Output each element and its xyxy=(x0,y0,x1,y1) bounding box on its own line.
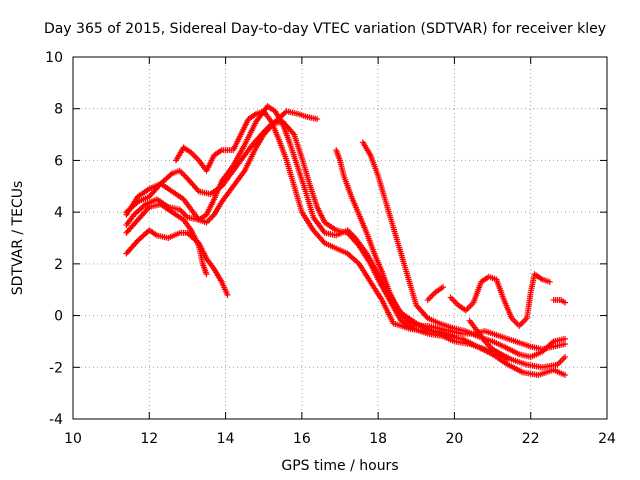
y-tick-label: -2 xyxy=(49,360,63,376)
x-tick-labels: 10 12 14 16 18 20 22 24 xyxy=(64,431,616,447)
x-tick-label: 18 xyxy=(369,431,387,447)
data-point-marker xyxy=(504,356,511,363)
x-tick-label: 20 xyxy=(446,431,464,447)
data-point-marker xyxy=(546,278,553,285)
x-tick-label: 14 xyxy=(217,431,235,447)
x-tick-label: 22 xyxy=(522,431,540,447)
y-tick-label: 10 xyxy=(45,50,63,66)
data-point-marker xyxy=(562,299,569,306)
series-pass-1 xyxy=(123,227,231,298)
axis-ticks xyxy=(72,56,608,420)
data-point-marker xyxy=(562,335,569,342)
y-tick-label: 2 xyxy=(54,257,63,273)
data-point-marker xyxy=(203,271,210,278)
plot-frame xyxy=(72,56,608,420)
data-point-marker xyxy=(439,284,446,291)
y-tick-label: 8 xyxy=(54,102,63,118)
x-tick-label: 16 xyxy=(293,431,311,447)
data-point-marker xyxy=(562,341,569,348)
series-pass-10 xyxy=(447,271,553,329)
data-point-marker xyxy=(224,291,231,298)
data-markers xyxy=(123,103,569,379)
chart-title: Day 365 of 2015, Sidereal Day-to-day VTE… xyxy=(44,21,606,37)
x-axis-label: GPS time / hours xyxy=(281,458,398,474)
y-tick-labels: -4 -2 0 2 4 6 8 10 xyxy=(45,50,63,428)
y-axis-label: SDTVAR / TECUs xyxy=(10,181,26,296)
series-pass-9 xyxy=(424,284,446,304)
x-tick-label: 12 xyxy=(140,431,158,447)
data-point-marker xyxy=(562,353,569,360)
x-tick-label: 24 xyxy=(598,431,616,447)
series-pass-6 xyxy=(172,108,458,340)
data-point-marker xyxy=(562,372,569,379)
y-tick-label: 0 xyxy=(54,309,63,325)
data-point-marker xyxy=(314,116,321,123)
series-pass-7 xyxy=(333,147,569,353)
series-pass-8 xyxy=(359,139,569,360)
y-tick-label: 4 xyxy=(54,205,63,221)
series-pass-4 xyxy=(123,201,210,278)
series-pass-5 xyxy=(123,118,569,371)
series-pass-11 xyxy=(466,317,511,363)
series-pass-12 xyxy=(550,297,569,306)
x-tick-label: 10 xyxy=(64,431,82,447)
y-tick-label: 6 xyxy=(54,153,63,169)
y-tick-label: -4 xyxy=(49,412,63,428)
